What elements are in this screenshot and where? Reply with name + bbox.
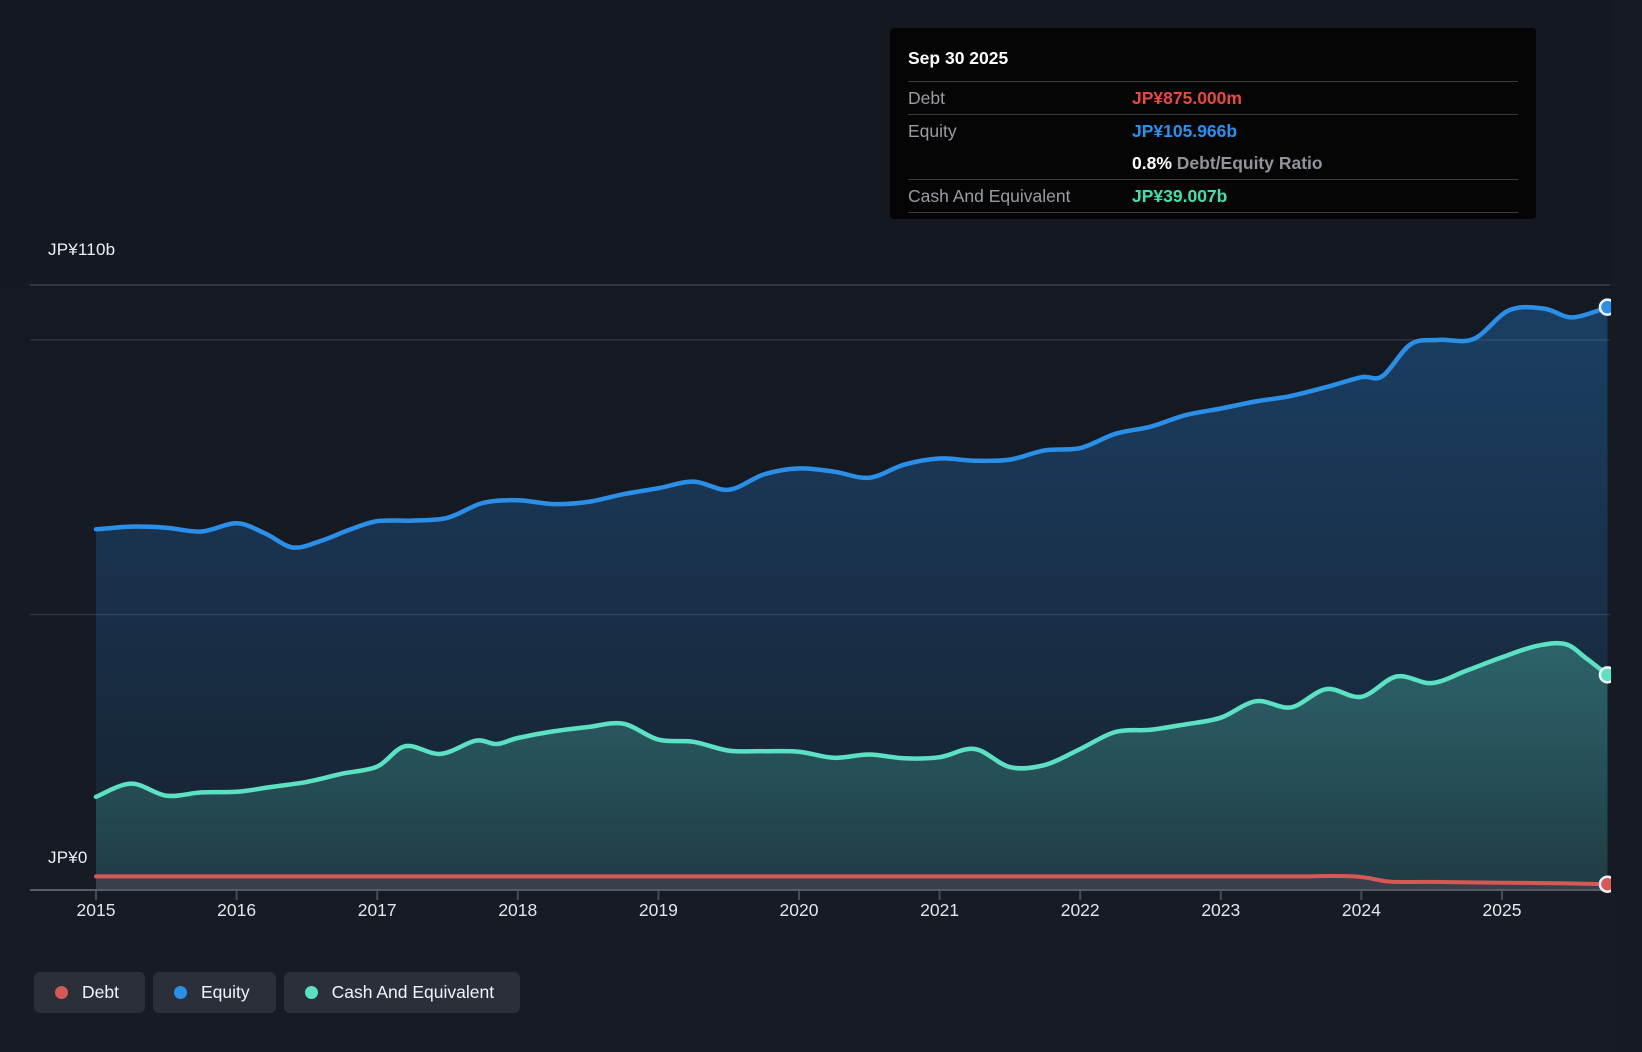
chart-tooltip: Sep 30 2025 Debt JP¥875.000m Equity JP¥1… [890, 28, 1536, 219]
tooltip-row-ratio: 0.8% Debt/Equity Ratio [908, 147, 1518, 179]
x-axis-year-label: 2025 [1482, 900, 1522, 920]
legend-cash-label: Cash And Equivalent [331, 982, 495, 1002]
legend-item-cash[interactable]: Cash And Equivalent [283, 972, 521, 1013]
cash-area [96, 643, 1608, 889]
tooltip-ratio-value: 0.8% [1132, 152, 1172, 173]
debt-color-dot-icon [55, 986, 68, 999]
tooltip-row-cash: Cash And Equivalent JP¥39.007b [908, 179, 1518, 213]
x-axis-year-label: 2023 [1201, 900, 1241, 920]
debt-line [94, 874, 1610, 887]
chart-legend: Debt Equity Cash And Equivalent [34, 972, 521, 1013]
tooltip-debt-label: Debt [908, 87, 945, 108]
legend-item-debt[interactable]: Debt [34, 972, 145, 1013]
x-axis-year-label: 2017 [357, 900, 397, 920]
tooltip-row-debt: Debt JP¥875.000m [908, 81, 1518, 114]
tooltip-debt-value: JP¥875.000m [1132, 87, 1242, 108]
right-margin [1611, 0, 1642, 1052]
tooltip-equity-value: JP¥105.966b [1132, 120, 1238, 141]
x-axis-year-label: 2020 [779, 900, 819, 920]
legend-debt-label: Debt [82, 982, 119, 1002]
y-axis-zero-label: JP¥0 [48, 848, 88, 867]
x-axis-year-label: 2018 [498, 900, 538, 920]
tooltip-cash-value: JP¥39.007b [1132, 185, 1228, 206]
x-axis-year-label: 2016 [217, 900, 257, 920]
tooltip-date: Sep 30 2025 [908, 48, 1009, 68]
cash-line [93, 640, 1610, 800]
equity-line [93, 304, 1610, 550]
tooltip-cash-label: Cash And Equivalent [908, 185, 1071, 206]
equity-color-dot-icon [173, 986, 187, 999]
y-axis-max-label: JP¥110b [48, 240, 116, 259]
x-axis-year-label: 2022 [1060, 900, 1100, 920]
cash-color-dot-icon [304, 986, 318, 999]
x-axis-year-label: 2021 [920, 900, 960, 920]
x-axis-year-label: 2015 [76, 900, 116, 920]
x-axis-year-label: 2024 [1341, 900, 1381, 920]
tooltip-row-equity: Equity JP¥105.966b [908, 114, 1518, 147]
tooltip-ratio-label: Debt/Equity Ratio [1176, 152, 1323, 173]
x-axis-year-label: 2019 [638, 900, 678, 920]
debt-area [96, 876, 1608, 889]
legend-item-equity[interactable]: Equity [152, 972, 276, 1013]
tooltip-equity-label: Equity [908, 120, 957, 141]
legend-equity-label: Equity [200, 982, 250, 1002]
